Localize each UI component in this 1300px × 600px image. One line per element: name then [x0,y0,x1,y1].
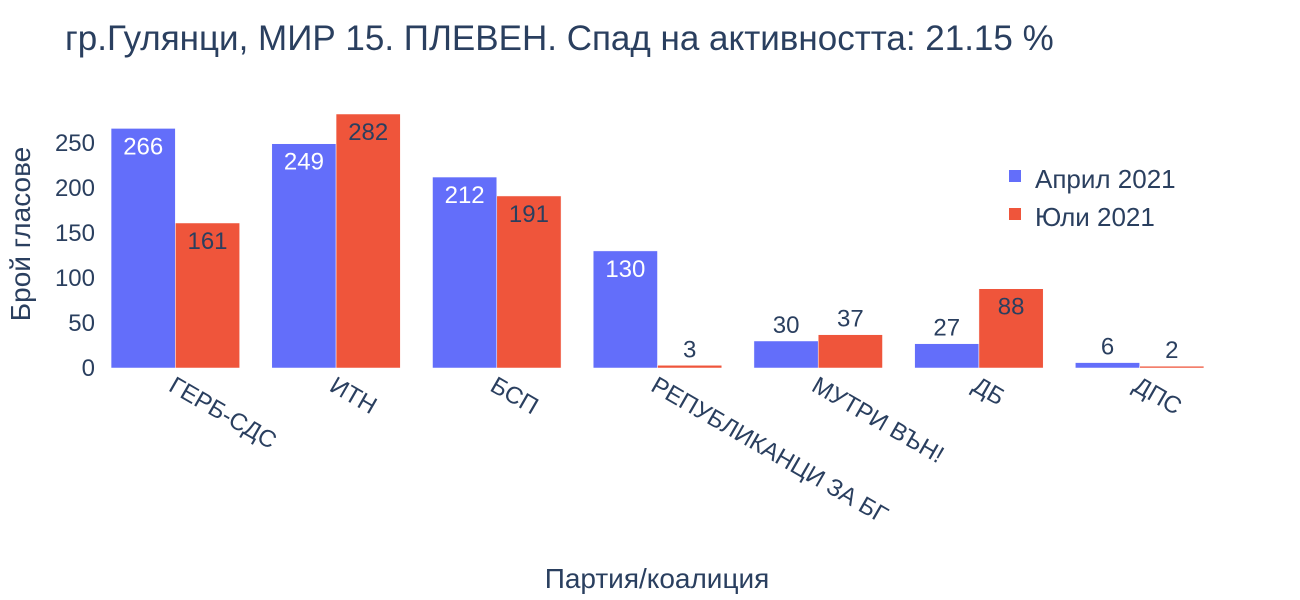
bar [335,113,401,369]
plot-area: 266 161 249 282 212 191 130 3 30 37 27 88 6 2 [110,113,1205,369]
data-label: 191 [509,201,549,228]
legend: Април 2021 Юли 2021 [1009,164,1176,232]
x-tick-label: МУТРИ ВЪН! [807,372,948,469]
data-label: 27 [933,315,960,342]
data-label: 3 [683,336,696,363]
bar [753,340,819,369]
x-tick-label: ИТН [325,372,381,420]
x-axis-title: Партия/коалиция [545,563,770,594]
legend-swatch [1009,170,1021,182]
x-tick-label: ДПС [1129,372,1187,421]
data-label: 6 [1101,334,1114,361]
y-tick-label: 50 [68,310,95,337]
bar [110,128,176,369]
x-tick-label: ГЕРБ-СДС [164,372,281,455]
bar [432,176,498,369]
bar [592,250,658,369]
data-label: 212 [445,182,485,209]
y-tick-label: 200 [55,175,95,202]
bar [1075,362,1140,369]
data-label: 266 [123,133,163,160]
bar [1139,365,1205,369]
bar [914,343,980,369]
data-label: 249 [284,149,324,176]
data-label: 130 [605,256,645,283]
y-tick-label: 150 [55,220,95,247]
bar [271,143,337,369]
data-label: 88 [998,294,1025,321]
y-tick-label: 100 [55,265,95,292]
y-axis-title: Брой гласове [5,147,36,321]
data-label: 37 [837,306,864,333]
bar [817,334,883,369]
x-tick-label: БСП [486,372,543,420]
data-label: 2 [1165,337,1178,364]
x-tick-label: ДБ [968,372,1009,411]
chart-title: гр.Гулянци, МИР 15. ПЛЕВЕН. Спад на акти… [65,19,1054,58]
data-label: 161 [187,228,227,255]
legend-swatch [1009,208,1021,220]
bar [175,222,240,369]
data-label: 282 [348,119,388,146]
bar [657,365,723,369]
legend-label: Юли 2021 [1035,202,1155,232]
y-axis: 0 50 100 150 200 250 [55,130,95,382]
bar [496,195,562,369]
y-tick-label: 0 [82,355,95,382]
data-label: 30 [773,312,800,339]
bar [978,288,1044,369]
legend-label: Април 2021 [1035,164,1176,194]
y-tick-label: 250 [55,130,95,157]
